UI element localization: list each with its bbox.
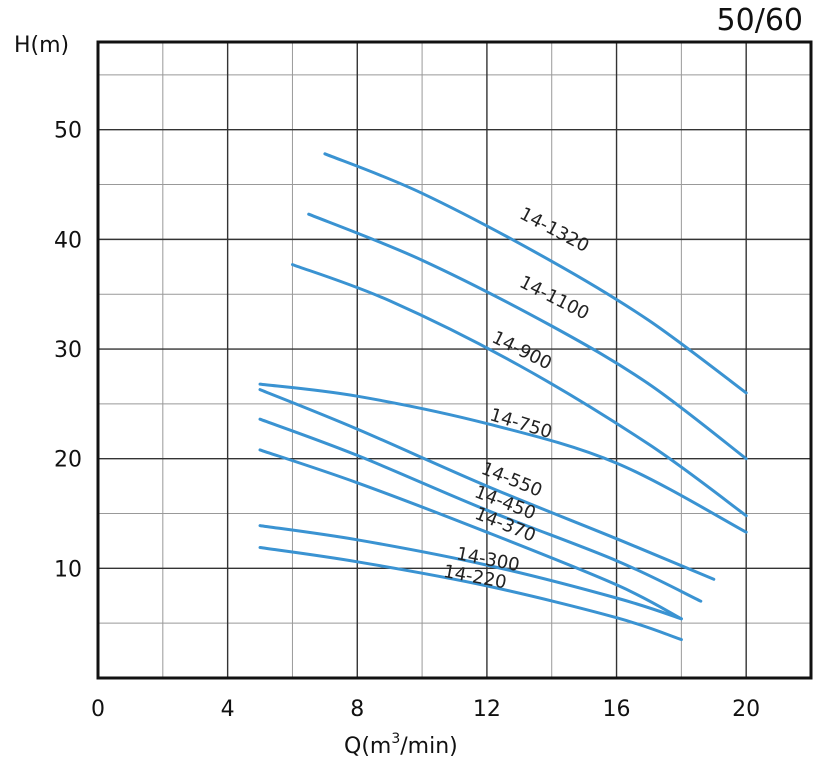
y-tick-label: 50 — [54, 119, 82, 144]
grid-major — [98, 42, 811, 678]
x-axis-title: Q(m3/min) — [344, 731, 458, 759]
curve-14-1320 — [323, 152, 748, 395]
curve-14-300 — [258, 524, 683, 621]
curve-14-750 — [258, 382, 748, 534]
plot-frame — [96, 40, 813, 680]
x-axis-title-prefix: Q(m — [344, 734, 391, 759]
curve-14-450 — [258, 417, 703, 603]
x-tick-labels: 0 4 8 12 16 20 — [91, 697, 760, 722]
curve-labels: 14-132014-110014-90014-75014-55014-45014… — [442, 203, 593, 593]
curve-14-370 — [258, 448, 683, 621]
x-tick-label: 4 — [221, 697, 235, 722]
x-axis-title-superscript: 3 — [391, 731, 400, 747]
x-axis-title-suffix: /min) — [400, 734, 457, 759]
y-tick-labels: 10 20 30 40 50 — [54, 119, 82, 583]
x-tick-label: 0 — [91, 697, 105, 722]
curve-14-550 — [258, 388, 716, 581]
y-axis-title: H(m) — [14, 33, 69, 58]
x-tick-label: 20 — [732, 697, 760, 722]
x-tick-label: 8 — [350, 697, 364, 722]
curves — [258, 152, 748, 642]
y-tick-label: 30 — [54, 338, 82, 363]
y-tick-label: 40 — [54, 228, 82, 253]
curve-14-220 — [258, 546, 683, 642]
x-tick-label: 12 — [473, 697, 501, 722]
curve-14-1100 — [307, 212, 748, 461]
corner-label: 50/60 — [717, 3, 803, 38]
y-tick-label: 20 — [54, 448, 82, 473]
x-tick-label: 16 — [603, 697, 631, 722]
grid-minor — [98, 42, 811, 678]
curve-14-900 — [291, 263, 748, 518]
y-tick-label: 10 — [54, 557, 82, 582]
curve-label: 14-750 — [487, 405, 554, 444]
